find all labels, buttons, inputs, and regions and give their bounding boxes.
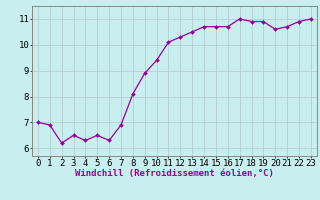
X-axis label: Windchill (Refroidissement éolien,°C): Windchill (Refroidissement éolien,°C) xyxy=(75,169,274,178)
